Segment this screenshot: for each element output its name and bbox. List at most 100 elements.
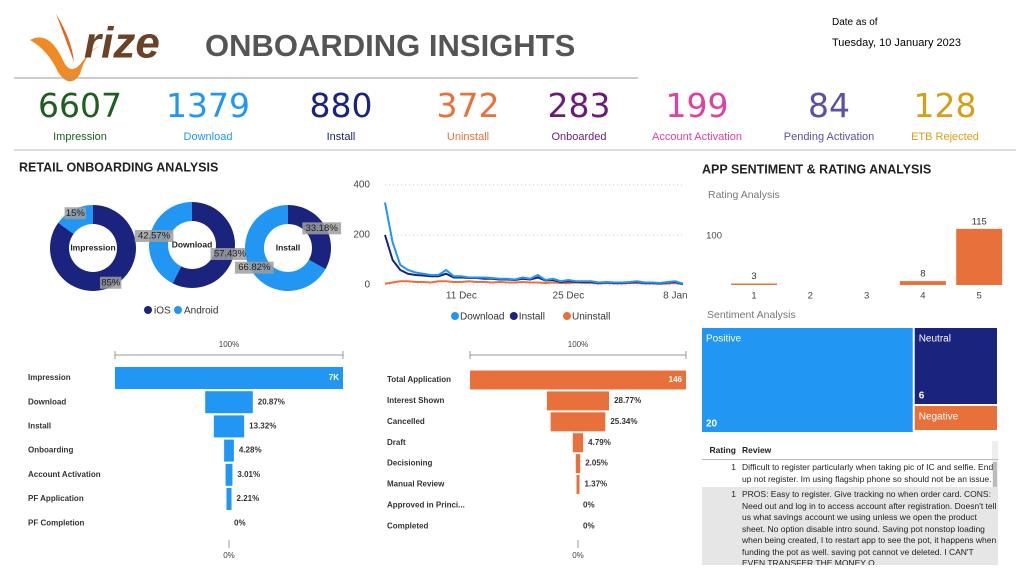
kpi-label: Download [183, 131, 233, 143]
cell-label: Positive [706, 334, 741, 345]
data-label: 20.87% [258, 397, 285, 406]
chart-title: Sentiment Analysis [707, 309, 796, 321]
section-title: RETAIL ONBOARDING ANALYSIS [19, 160, 218, 174]
legend-label: Android [184, 306, 218, 317]
donut-segment [149, 202, 192, 284]
data-label: 4.28% [239, 446, 262, 455]
data-label: 4.79% [588, 438, 611, 447]
data-label: 13.32% [249, 422, 276, 431]
cell-value: 6 [919, 391, 925, 402]
kpi-label: ETB Rejected [911, 131, 979, 143]
treemap-cell [914, 328, 997, 404]
funnel-bar [205, 391, 253, 414]
table-cell: 1 [731, 489, 736, 499]
axis-label: 0% [572, 551, 584, 560]
label-box [134, 229, 174, 242]
bar [731, 283, 777, 285]
table-cell: PROS: Easy to register. Give tracking no… [742, 489, 997, 565]
x-tick-label: 3 [864, 291, 869, 302]
x-tick-label: 8 Jan [663, 291, 687, 302]
category-label: Decisioning [387, 459, 432, 468]
funnel-bar [470, 370, 686, 390]
data-label: 7K [329, 373, 339, 382]
axis-label: 100% [568, 340, 588, 349]
donut-label: Download [172, 239, 213, 249]
cell-value: 20 [706, 419, 718, 430]
date: Tuesday, 10 January 2023 [832, 37, 962, 49]
data-label: 15% [66, 208, 86, 219]
legend-label: iOS [154, 306, 171, 317]
table-cell: Difficult to register particularly when … [742, 462, 994, 484]
kpi-value: 128 [913, 86, 977, 125]
y-tick-label: 0 [364, 280, 370, 291]
legend-swatch [174, 306, 182, 314]
donut-segment [172, 202, 235, 288]
axis-label: 100% [219, 340, 239, 349]
data-label: 0% [583, 501, 595, 510]
table-row: 1 Difficult to register particularly when… [702, 460, 998, 487]
category-label: Approved in Princi... [387, 501, 465, 510]
data-label: 1.37% [584, 480, 607, 489]
label-box [302, 222, 342, 235]
y-tick-label: 200 [353, 230, 370, 241]
donut-label: Impression [70, 242, 115, 252]
data-label: 3.01% [237, 470, 260, 479]
axis-label: 0% [223, 551, 235, 560]
table-header: Rating Review [702, 441, 998, 460]
funnel-bar [226, 488, 232, 510]
donut-segment [288, 205, 331, 270]
legend-swatch [451, 312, 459, 320]
kpi-value: 6607 [38, 86, 122, 125]
label-box [100, 276, 122, 289]
category-label: Draft [387, 438, 406, 447]
donut-segment [49, 205, 136, 291]
legend-swatch [563, 312, 571, 320]
y-tick-label: 100 [706, 231, 722, 242]
x-tick-label: 1 [751, 291, 756, 302]
x-tick-label: 25 Dec [553, 291, 585, 302]
kpi-value: 1379 [166, 86, 250, 125]
legend-swatch [144, 306, 152, 314]
treemap-cell [702, 328, 913, 432]
data-label: 0% [234, 518, 246, 527]
kpi-value: 283 [547, 86, 611, 125]
data-label: 42.57% [138, 230, 171, 241]
donut-label: Install [276, 242, 301, 252]
kpi-value: 372 [436, 86, 500, 125]
line-series [384, 202, 684, 285]
kpi-label: Install [326, 131, 356, 143]
logo: rize [84, 19, 160, 68]
kpi-label: Uninstall [446, 131, 490, 143]
kpi-label: Impression [53, 131, 107, 143]
kpi-value: 880 [309, 86, 373, 125]
data-label: 0% [583, 521, 595, 530]
data-label: 146 [669, 375, 683, 384]
funnel-bar [572, 433, 584, 453]
cell-label: Neutral [919, 334, 951, 345]
category-label: Account Activation [28, 470, 101, 479]
kpi-value: 84 [808, 86, 850, 125]
legend-label: Install [519, 312, 545, 323]
x-tick-label: 5 [977, 291, 982, 302]
category-label: PF Application [28, 494, 84, 503]
kpi-label: Account Activation [652, 131, 742, 143]
category-label: Manual Review [387, 480, 445, 489]
funnel-bar [546, 391, 610, 411]
label-box [234, 261, 274, 274]
chart-title: Rating Analysis [708, 189, 780, 201]
funnel-bar [575, 454, 581, 474]
column-header: Rating [709, 445, 736, 455]
legend-label: Uninstall [572, 312, 610, 323]
data-label: 57.43% [214, 249, 247, 260]
legend-label: Download [460, 312, 504, 323]
kpi-value: 199 [665, 86, 729, 125]
category-label: Total Application [387, 375, 451, 384]
date-label: Date as of [832, 17, 878, 28]
column-header: Review [742, 445, 772, 455]
data-label: 3 [751, 271, 756, 282]
data-label: 2.21% [237, 494, 260, 503]
funnel-bar [576, 475, 580, 494]
review-table[interactable]: Rating Review 1 Difficult to register parti… [702, 441, 998, 565]
bar [899, 281, 946, 285]
table-cell: 1 [731, 462, 736, 472]
